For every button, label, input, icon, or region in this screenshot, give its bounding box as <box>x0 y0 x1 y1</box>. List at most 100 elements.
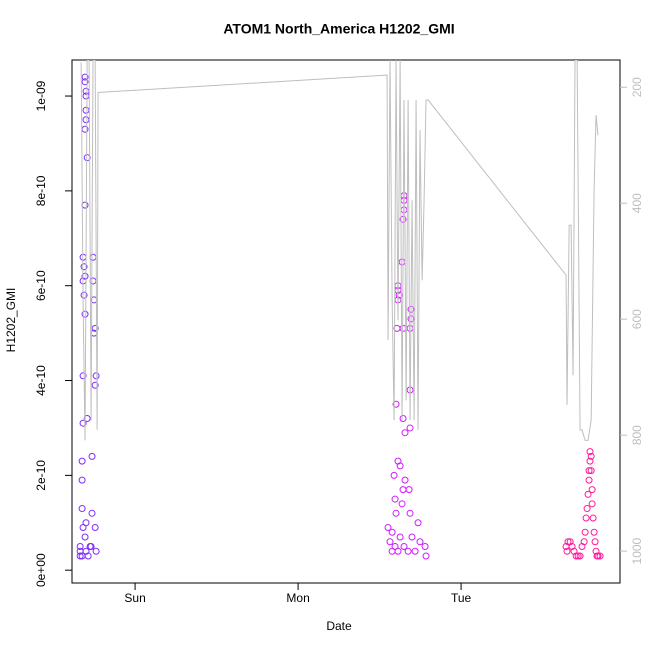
point <box>88 452 96 460</box>
point <box>84 552 92 560</box>
point <box>576 552 584 560</box>
point <box>91 381 99 389</box>
point <box>388 547 396 555</box>
point <box>392 400 400 408</box>
point <box>89 277 97 285</box>
y-tick-label: 4e-10 <box>34 365 48 396</box>
point <box>586 448 594 456</box>
point <box>384 524 392 532</box>
point <box>390 471 398 479</box>
point <box>388 528 396 536</box>
point <box>585 467 593 475</box>
point <box>406 324 414 332</box>
point <box>592 547 600 555</box>
point <box>591 538 599 546</box>
point <box>83 414 91 422</box>
point <box>408 533 416 541</box>
point <box>404 547 412 555</box>
point <box>585 476 593 484</box>
point <box>566 538 574 546</box>
point <box>583 505 591 513</box>
y-tick-label: 1e-09 <box>34 80 48 111</box>
point <box>81 78 89 86</box>
point <box>87 542 95 550</box>
point <box>589 514 597 522</box>
point <box>82 106 90 114</box>
point <box>586 457 594 465</box>
point <box>590 528 598 536</box>
point <box>401 429 409 437</box>
point <box>421 542 429 550</box>
point <box>78 457 86 465</box>
point <box>392 509 400 517</box>
point <box>398 258 406 266</box>
point <box>88 509 96 517</box>
plot-area <box>76 60 604 560</box>
point <box>76 542 84 550</box>
point <box>80 263 88 271</box>
point <box>79 372 87 380</box>
y2-tick-label: 200 <box>630 77 644 97</box>
point <box>400 206 408 214</box>
point <box>81 272 89 280</box>
point <box>584 490 592 498</box>
point <box>393 324 401 332</box>
y2-tick-label: 600 <box>630 309 644 329</box>
point <box>89 253 97 261</box>
point <box>78 476 86 484</box>
chart-title: ATOM1 North_America H1202_GMI <box>223 21 454 37</box>
point <box>92 547 100 555</box>
point <box>81 310 89 318</box>
point <box>580 538 588 546</box>
point <box>563 547 571 555</box>
x-axis-label: Date <box>326 619 352 633</box>
y2-tick-label: 1000 <box>630 537 644 564</box>
point <box>572 552 580 560</box>
point <box>386 538 394 546</box>
point <box>81 73 89 81</box>
y2-tick-label: 800 <box>630 425 644 445</box>
point <box>399 414 407 422</box>
point <box>411 547 419 555</box>
point <box>414 519 422 527</box>
point <box>587 452 595 460</box>
pressure-line <box>80 60 599 441</box>
point <box>91 324 99 332</box>
plot-frame <box>71 59 621 584</box>
point <box>81 201 89 209</box>
y-tick-label: 6e-10 <box>34 270 48 301</box>
point <box>596 552 604 560</box>
point <box>399 486 407 494</box>
point <box>92 372 100 380</box>
point <box>588 486 596 494</box>
point <box>594 552 602 560</box>
point <box>562 542 570 550</box>
y-tick-label: 0e+00 <box>34 553 48 587</box>
point <box>395 291 403 299</box>
point <box>406 424 414 432</box>
point <box>91 524 99 532</box>
point <box>588 500 596 508</box>
point <box>76 552 84 560</box>
y-tick-label: 2e-10 <box>34 460 48 491</box>
point <box>82 519 90 527</box>
point <box>564 538 572 546</box>
point <box>396 462 404 470</box>
point <box>78 505 86 513</box>
point <box>81 533 89 541</box>
point <box>80 291 88 299</box>
point <box>406 509 414 517</box>
point <box>582 514 590 522</box>
point <box>574 552 582 560</box>
point <box>587 467 595 475</box>
point <box>396 533 404 541</box>
point <box>391 495 399 503</box>
point <box>82 116 90 124</box>
point <box>401 476 409 484</box>
y2-tick-label: 400 <box>630 193 644 213</box>
point <box>400 542 408 550</box>
x-tick-label: Mon <box>286 591 309 605</box>
x-tick-label: Sun <box>124 591 145 605</box>
y-tick-label: 8e-10 <box>34 175 48 206</box>
x-tick-label: Tue <box>451 591 472 605</box>
